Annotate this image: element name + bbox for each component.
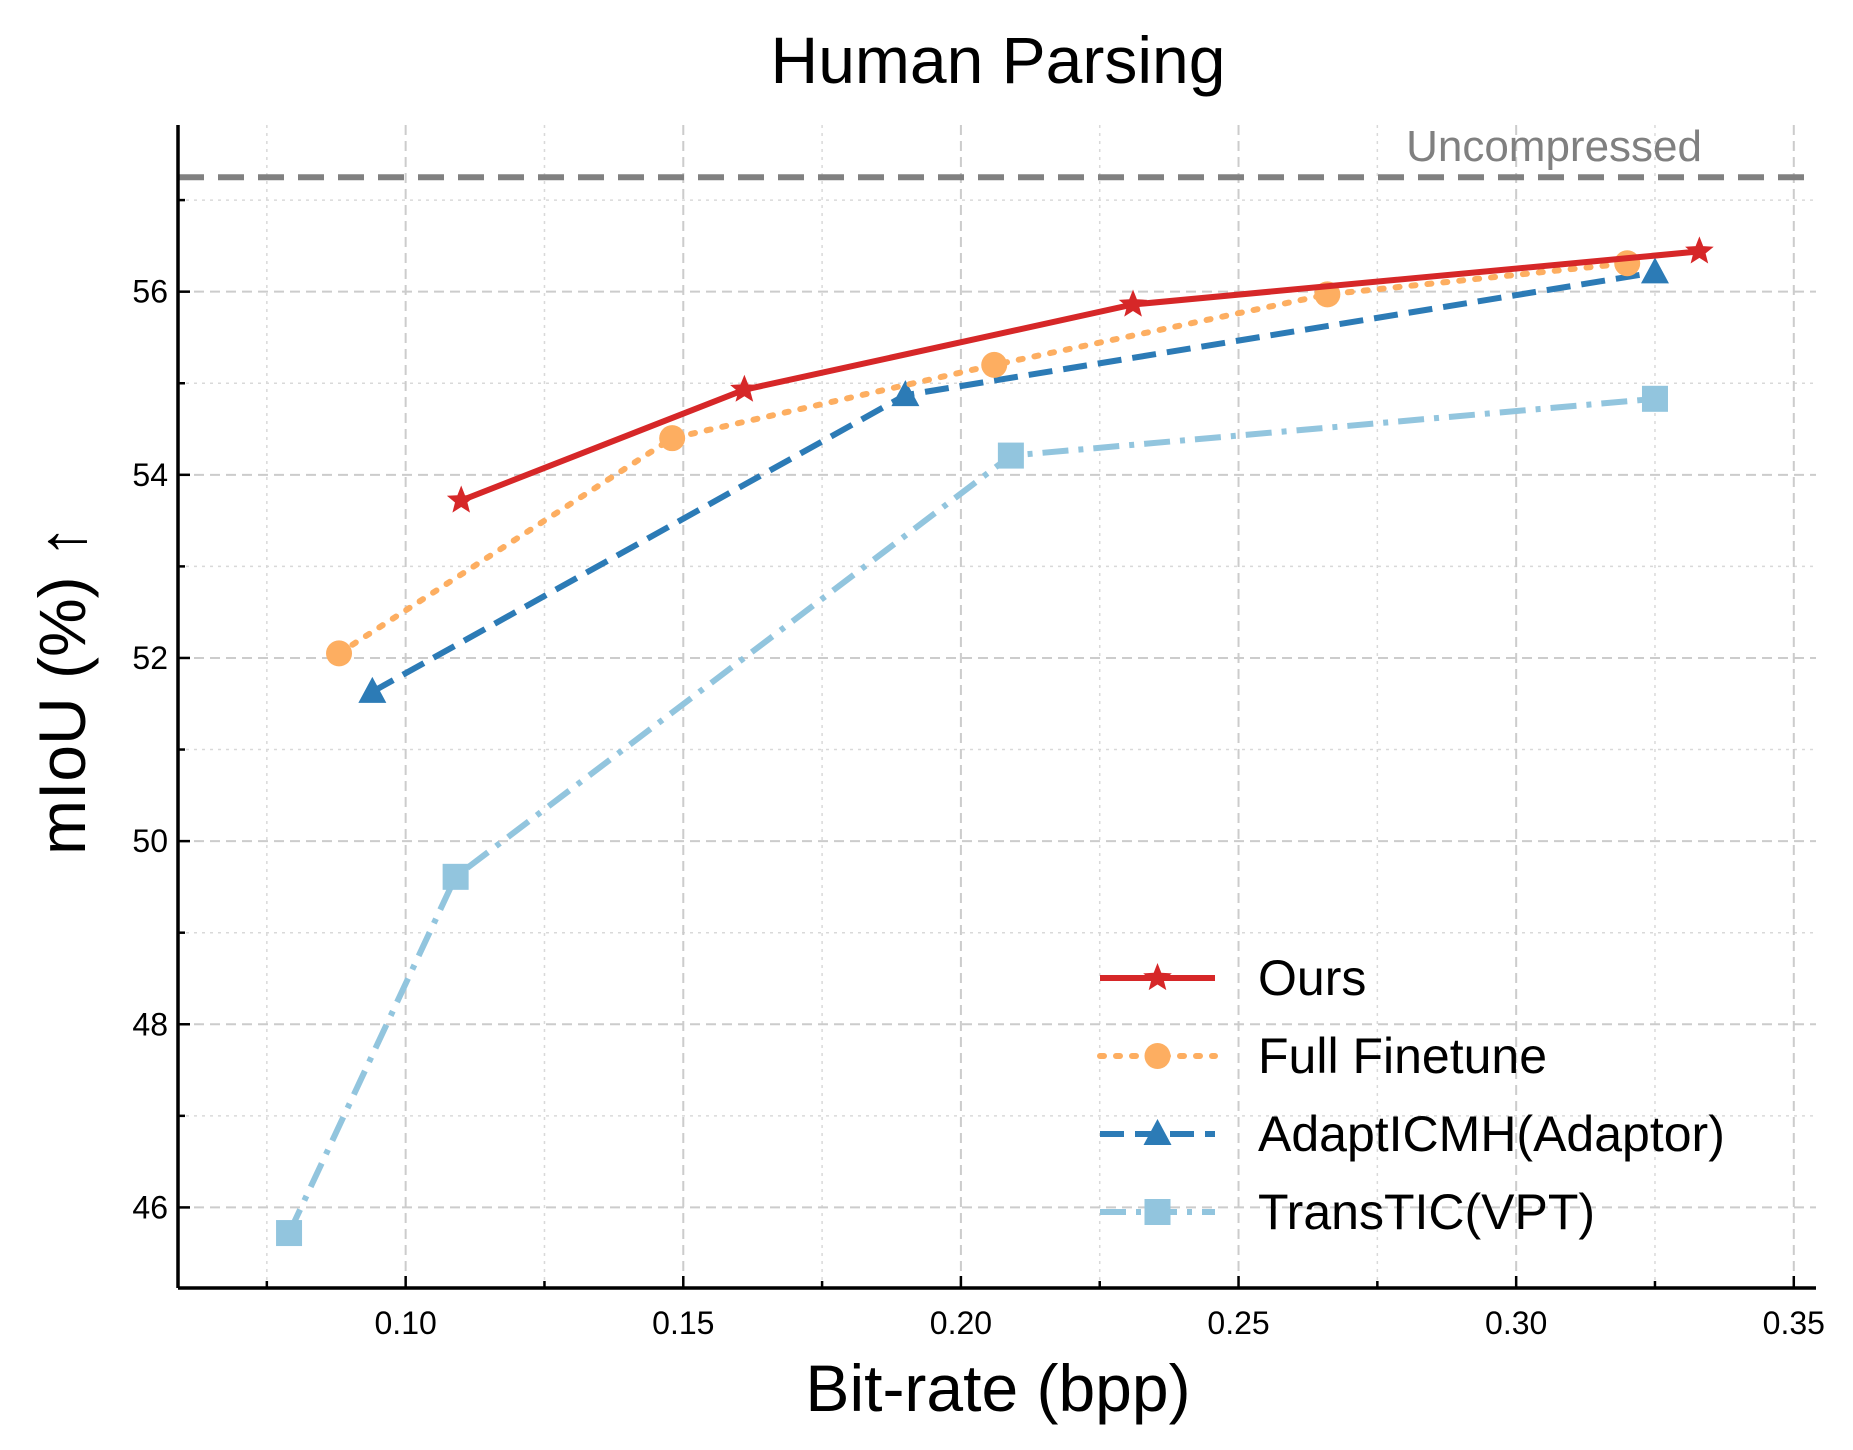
series-adapticmh-adaptor — [358, 257, 1669, 703]
reference-line-group: Uncompressed — [178, 122, 1816, 181]
data-point-ours — [1685, 236, 1714, 264]
data-point-transtic-vpt — [997, 442, 1024, 469]
legend-marker-adapticmh-adaptor — [1143, 1119, 1172, 1145]
x-tick-label: 0.15 — [652, 1305, 714, 1341]
y-axis-ticks: 46 48 50 52 54 56 — [132, 198, 190, 1225]
uncompressed-label: Uncompressed — [1406, 122, 1702, 171]
series-line-ours — [460, 248, 1700, 504]
data-point-transtic-vpt — [1641, 385, 1668, 412]
legend-label-full-finetune: Full Finetune — [1258, 1028, 1547, 1084]
x-tick-label: 0.10 — [375, 1305, 437, 1341]
legend-marker-full-finetune — [1144, 1043, 1171, 1069]
axes-spines — [176, 125, 1816, 1290]
legend-label-transtic-vpt: TransTIC(VPT) — [1258, 1184, 1595, 1240]
data-point-full-finetune — [1614, 250, 1641, 277]
series-group — [276, 236, 1714, 1247]
data-point-full-finetune — [659, 425, 686, 452]
y-axis-label: mIoU (%) ↑ — [25, 525, 99, 855]
y-tick-label: 46 — [132, 1189, 168, 1225]
series-line-full-finetune — [336, 260, 1631, 657]
y-tick-label: 48 — [132, 1006, 168, 1042]
y-tick-label: 56 — [132, 274, 168, 310]
series-transtic-vpt — [276, 385, 1668, 1247]
data-point-ours — [730, 374, 759, 402]
y-tick-label: 50 — [132, 823, 168, 859]
plot-area: Uncompressed 0.10 0.15 0.20 0.25 0.30 0.35 46… — [132, 122, 1825, 1341]
x-tick-label: 0.35 — [1763, 1305, 1825, 1341]
chart-title: Human Parsing — [771, 23, 1226, 97]
data-point-adapticmh-adaptor — [1640, 257, 1669, 284]
x-axis-label: Bit-rate (bpp) — [805, 1351, 1190, 1425]
series-ours — [446, 236, 1714, 513]
series-full-finetune — [326, 250, 1641, 667]
x-axis-ticks: 0.10 0.15 0.20 0.25 0.30 0.35 — [265, 1276, 1825, 1341]
data-point-full-finetune — [326, 640, 353, 667]
series-line-adapticmh-adaptor — [370, 269, 1656, 695]
data-point-transtic-vpt — [276, 1220, 303, 1247]
data-point-adapticmh-adaptor — [358, 676, 387, 703]
series-line-transtic-vpt — [286, 395, 1656, 1235]
data-point-transtic-vpt — [442, 863, 469, 890]
data-point-adapticmh-adaptor — [891, 380, 920, 407]
legend-marker-transtic-vpt — [1144, 1199, 1171, 1225]
x-tick-label: 0.25 — [1207, 1305, 1269, 1341]
legend-label-ours: Ours — [1258, 950, 1366, 1006]
grid — [178, 125, 1816, 1288]
x-tick-label: 0.30 — [1485, 1305, 1547, 1341]
data-point-ours — [446, 485, 476, 513]
x-tick-label: 0.20 — [930, 1305, 992, 1341]
legend-label-adapticmh-adaptor: AdaptICMH(Adaptor) — [1258, 1106, 1725, 1162]
y-tick-label: 54 — [132, 457, 168, 493]
y-tick-label: 52 — [132, 640, 168, 676]
data-point-full-finetune — [981, 351, 1008, 378]
data-point-ours — [1118, 289, 1148, 317]
legend: Ours Full Finetune AdaptICMH(Adaptor) Trans… — [1097, 950, 1725, 1240]
legend-marker-ours — [1143, 963, 1172, 991]
